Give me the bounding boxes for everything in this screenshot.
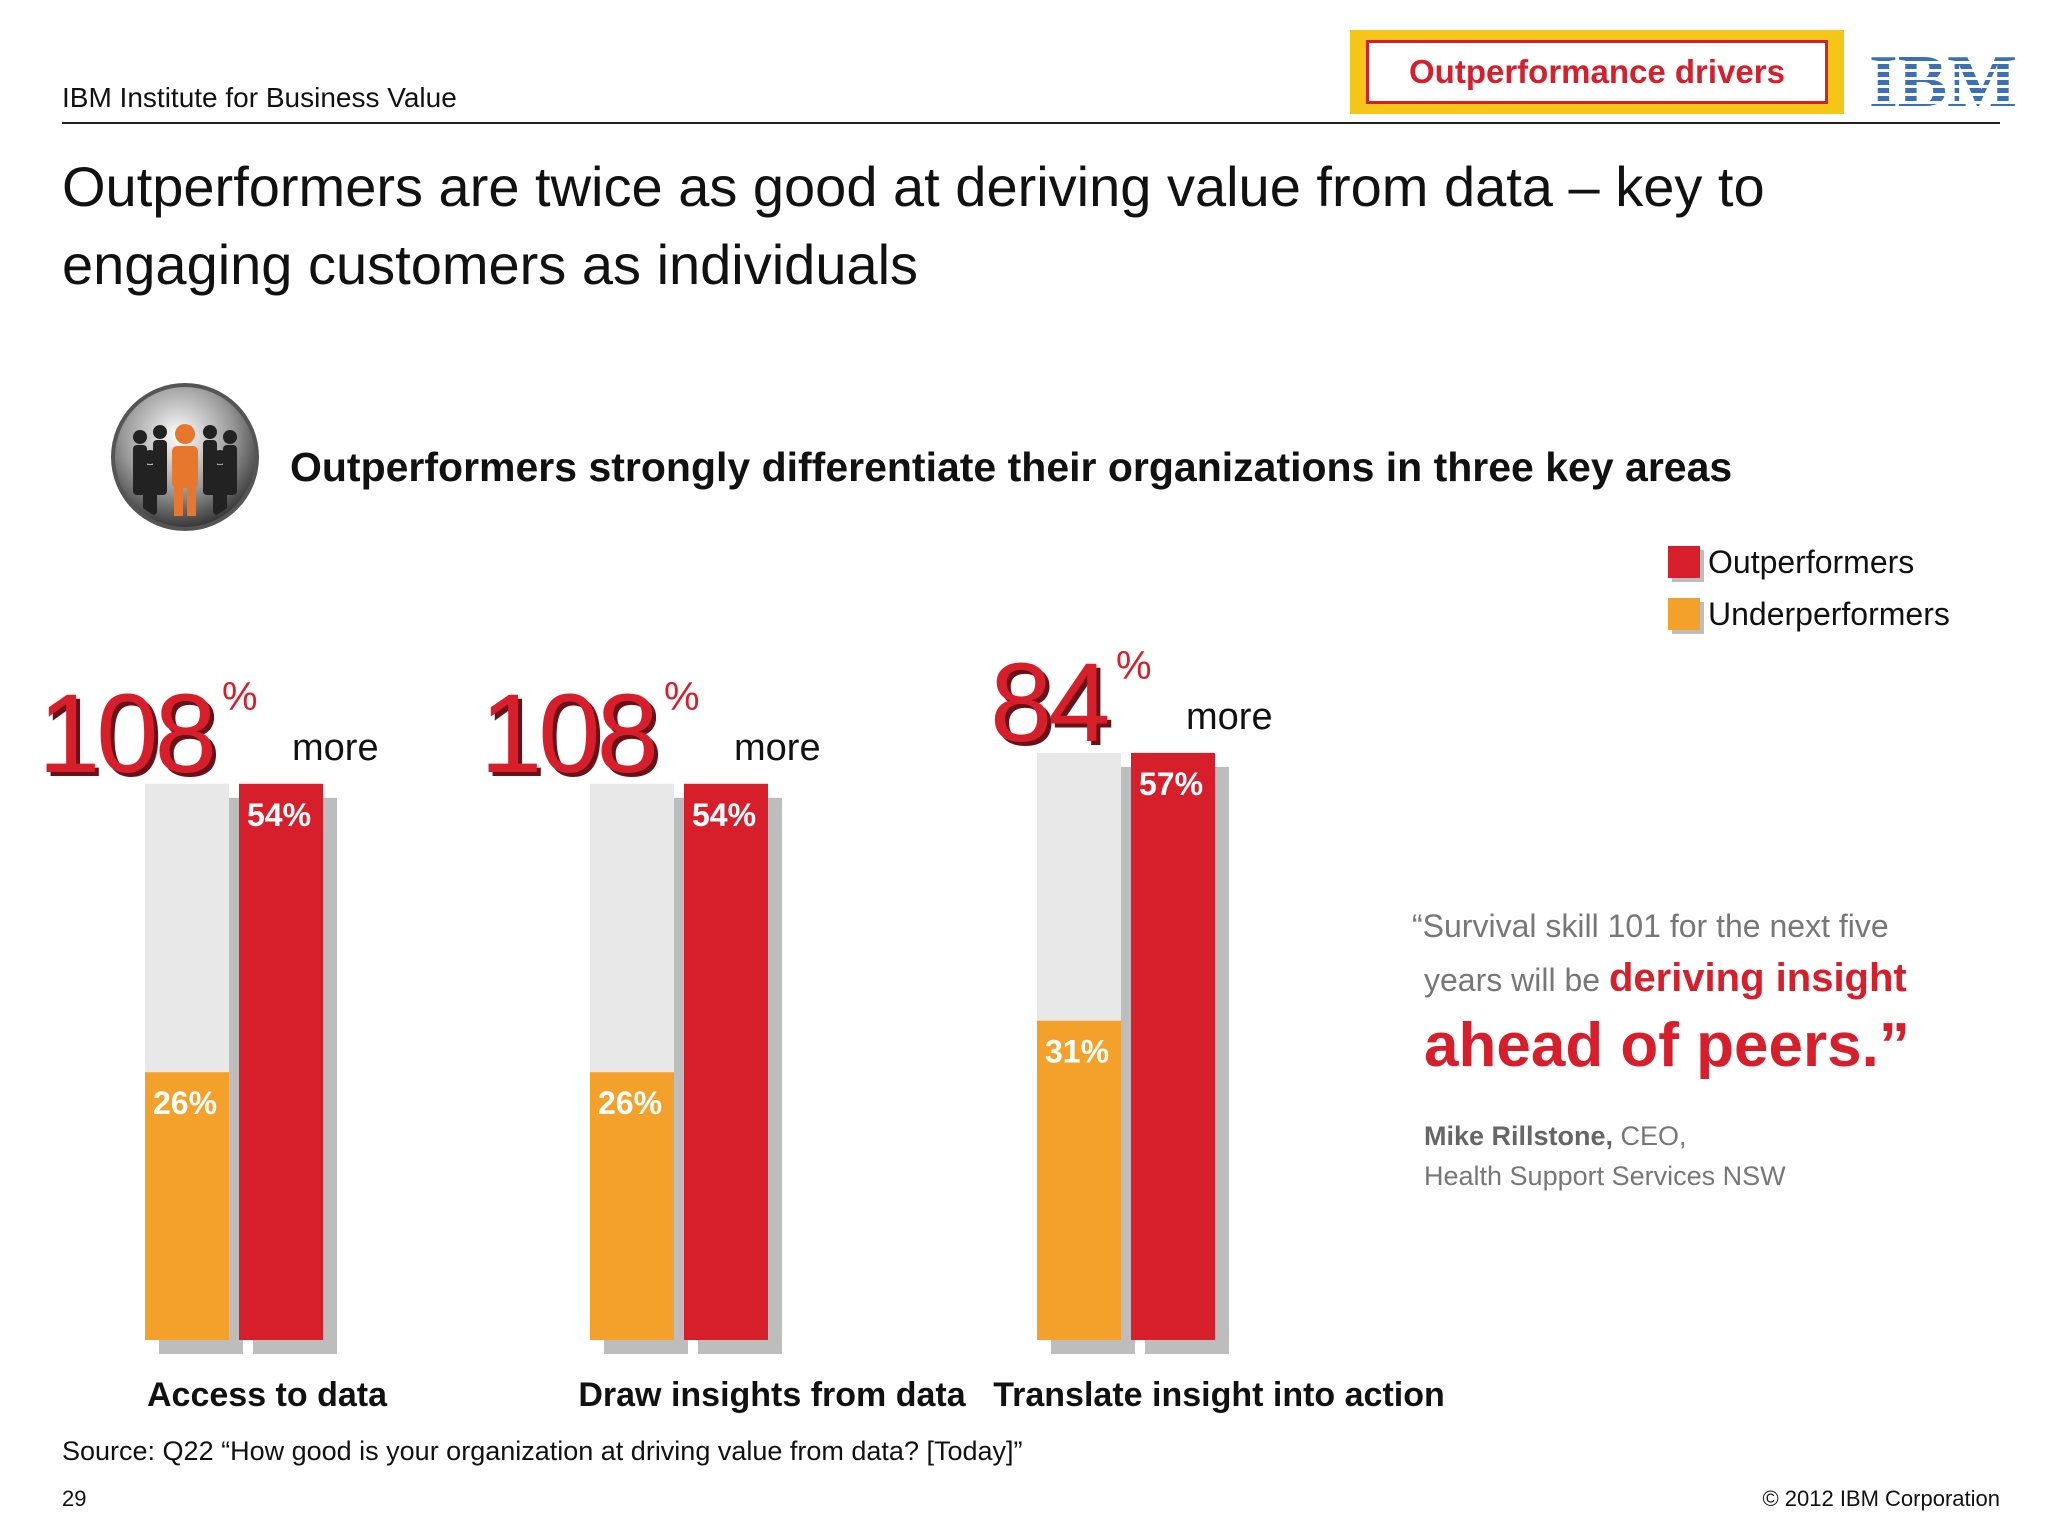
attribution-role: CEO,	[1613, 1121, 1687, 1151]
value-label-underperformers: 31%	[1045, 1034, 1109, 1070]
difference-suffix: more	[292, 727, 379, 769]
quote-line-3: ahead of peers.”	[1424, 1011, 1910, 1080]
difference-value: 108	[480, 671, 655, 796]
people-crowd-icon	[111, 383, 259, 531]
category-label: Translate insight into action	[993, 1376, 1445, 1414]
bar-outperformers	[1131, 752, 1215, 1340]
legend-swatch-underperformers	[1668, 598, 1700, 630]
attribution-name: Mike Rillstone,	[1424, 1121, 1614, 1151]
chart-subtitle: Outperformers strongly differentiate the…	[290, 444, 1733, 490]
section-tag: Outperformance drivers	[1366, 40, 1828, 104]
slide-title: Outperformers are twice as good at deriv…	[62, 155, 1765, 296]
legend-item-outperformers: Outperformers	[1668, 536, 1950, 588]
chart-legend: Outperformers Underperformers	[1668, 536, 1950, 640]
difference-value-shadow: 108	[42, 675, 217, 800]
difference-unit: %	[1116, 644, 1152, 688]
quote-attribution: Mike Rillstone, CEO, Health Support Serv…	[1412, 1116, 2012, 1196]
legend-label: Underperformers	[1708, 595, 1950, 632]
bar-underperformers	[1037, 1020, 1121, 1340]
value-label-underperformers: 26%	[598, 1085, 662, 1121]
difference-suffix: more	[734, 727, 821, 769]
quote-highlight: deriving insight	[1608, 956, 1907, 1000]
value-label-outperformers: 54%	[692, 797, 756, 833]
attribution-org: Health Support Services NSW	[1424, 1161, 1786, 1191]
quote-block: “Survival skill 101 for the next five ye…	[1412, 900, 2012, 1196]
quote-line-1: “Survival skill 101 for the next five	[1412, 908, 1889, 944]
ibm-logo: IBM	[1869, 48, 2017, 110]
value-label-outperformers: 57%	[1139, 766, 1203, 802]
header-divider	[62, 122, 2000, 124]
quote-line-2: years will be deriving insight	[1412, 952, 2012, 1006]
category-label: Access to data	[147, 1376, 388, 1414]
bar-outperformers	[239, 783, 323, 1340]
bar-underperformers	[590, 1072, 674, 1340]
difference-unit: %	[664, 675, 700, 719]
page-number: 29	[62, 1486, 87, 1511]
institute-name: IBM Institute for Business Value	[62, 82, 457, 113]
difference-value: 108	[38, 671, 213, 796]
difference-value-shadow: 84	[994, 644, 1112, 769]
legend-label: Outperformers	[1708, 543, 1915, 580]
quote-line-2-plain: years will be	[1424, 962, 1609, 998]
legend-item-underperformers: Underperformers	[1668, 588, 1950, 640]
difference-unit: %	[222, 675, 258, 719]
difference-value: 84	[990, 640, 1108, 765]
bar-outperformers	[684, 783, 768, 1340]
source-note: Source: Q22 “How good is your organizati…	[62, 1436, 1023, 1466]
copyright: © 2012 IBM Corporation	[1762, 1486, 2000, 1511]
difference-suffix: more	[1186, 696, 1273, 738]
value-label-underperformers: 26%	[153, 1085, 217, 1121]
legend-swatch-outperformers	[1668, 546, 1700, 578]
ibm-logo-text: IBM	[1869, 48, 2017, 110]
difference-value-shadow: 108	[484, 675, 659, 800]
bar-underperformers	[145, 1072, 229, 1340]
category-label: Draw insights from data	[578, 1376, 966, 1414]
value-label-outperformers: 54%	[247, 797, 311, 833]
